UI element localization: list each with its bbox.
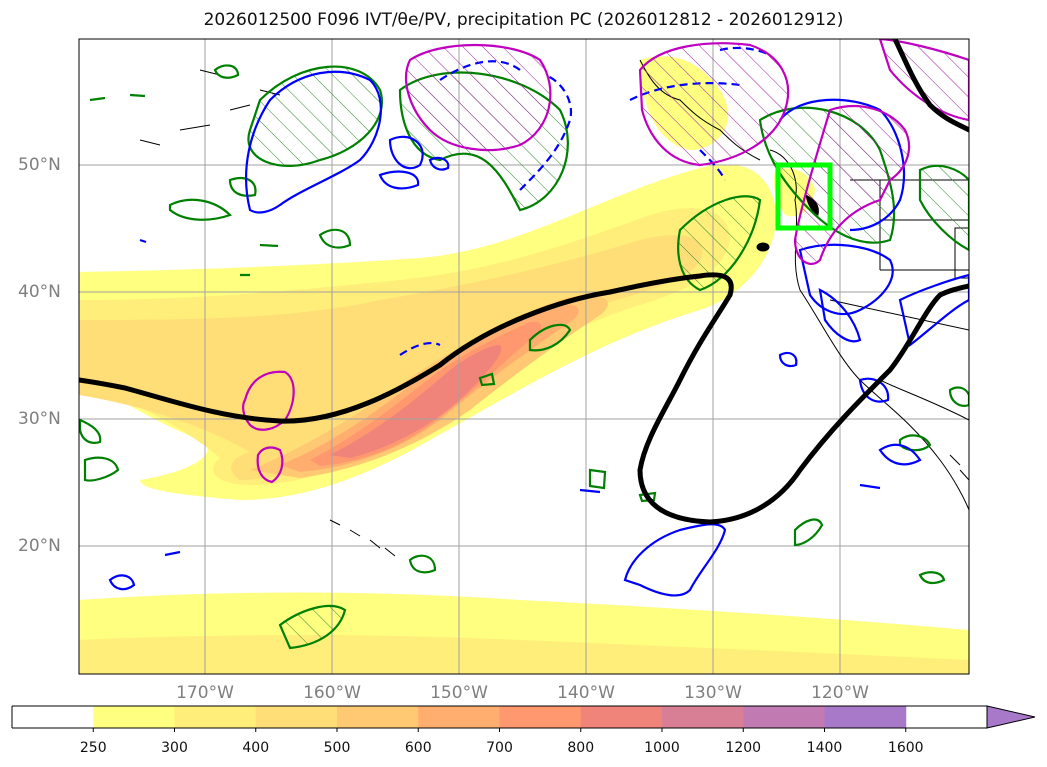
colorbar-label: 800 — [567, 740, 595, 756]
colorbar-label: 1000 — [644, 740, 680, 756]
colorbar-label: 1200 — [725, 740, 762, 756]
lon-label-160w: 160°W — [303, 683, 361, 703]
colorbar-cell — [499, 706, 582, 728]
lat-label-50n: 50°N — [18, 155, 61, 175]
mexico-border — [879, 379, 969, 421]
colorbar — [12, 706, 907, 732]
lon-label-150w: 150°W — [430, 683, 488, 703]
theta-e-north-contour — [892, 39, 969, 133]
vancouver-island-dot — [756, 242, 770, 252]
north-america-coast — [769, 149, 969, 511]
green-region-5 — [278, 605, 347, 650]
colorbar-cell — [93, 706, 175, 728]
ivt-west-patch — [79, 330, 200, 362]
map-plot-area — [79, 39, 969, 674]
figure-title: 2026012500 F096 IVT/θe/PV, precipitation… — [203, 10, 844, 30]
colorbar-cell — [580, 706, 663, 728]
blue-contour-aleutian — [244, 70, 382, 214]
colorbar-outline — [11, 705, 987, 729]
precip-region-coast — [793, 105, 911, 265]
lon-label-130w: 130°W — [684, 683, 742, 703]
lat-label-20n: 20°N — [18, 536, 61, 556]
hawaii-islands — [329, 519, 396, 557]
precip-region-gulf — [405, 43, 552, 152]
colorbar-label: 500 — [323, 740, 351, 756]
alaska-islands-west — [139, 69, 281, 146]
magenta-contours — [242, 39, 969, 484]
colorbar-cell — [418, 706, 500, 728]
colorbar-cell — [12, 706, 94, 728]
precip-region-alaska — [638, 42, 790, 167]
colorbar-extend-arrow — [986, 705, 1036, 729]
blue-contours — [108, 46, 969, 597]
lat-label-30n: 30°N — [18, 409, 61, 429]
colorbar-label: 250 — [79, 740, 107, 756]
highlight-box — [775, 162, 833, 231]
colorbar-cell — [662, 706, 744, 728]
colorbar-cell — [255, 706, 338, 728]
lon-label-170w: 170°W — [176, 683, 234, 703]
lon-label-140w: 140°W — [557, 683, 615, 703]
colorbar-cell — [174, 706, 257, 728]
map-frame — [78, 38, 970, 675]
lat-label-40n: 40°N — [18, 282, 61, 302]
colorbar-label: 600 — [404, 740, 432, 756]
green-open-contours — [79, 64, 969, 585]
lon-label-120w: 120°W — [811, 683, 869, 703]
colorbar-cell — [824, 706, 907, 728]
colorbar-label: 1400 — [806, 740, 843, 756]
green-region-1 — [247, 65, 383, 167]
theta-e-contours — [79, 39, 969, 525]
blue-contour-south — [623, 523, 727, 597]
colorbar-label: 700 — [486, 740, 513, 756]
colorbar-label: 400 — [242, 740, 270, 756]
colorbar-label: 300 — [161, 740, 188, 756]
colorbar-label: 1600 — [887, 740, 924, 756]
baja-coast — [949, 454, 969, 481]
green-region-3 — [677, 195, 762, 292]
ivt-level-800 — [330, 345, 502, 458]
precip-contour-small — [256, 446, 284, 484]
colorbar-cell — [337, 706, 419, 728]
colorbar-cell — [743, 706, 825, 728]
theta-e-main-contour — [79, 272, 969, 525]
